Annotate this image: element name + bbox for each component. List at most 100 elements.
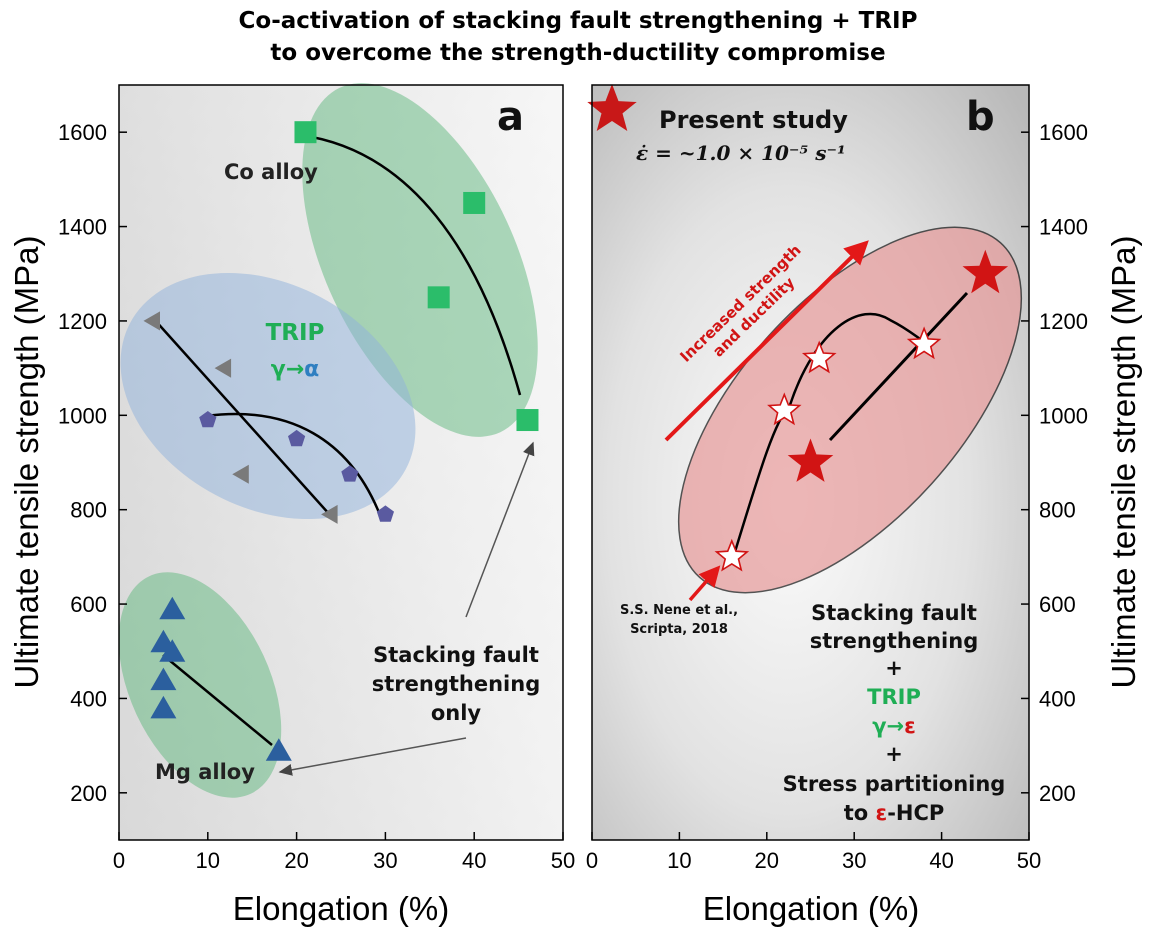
figure-title-line1: Co-activation of stacking fault strength… xyxy=(239,8,918,34)
x-tick-label: 0 xyxy=(586,848,598,873)
mech-line-hcp: to ε-HCP xyxy=(844,801,945,825)
citation-line1: S.S. Nene et al., xyxy=(620,603,738,618)
mech-line1: Stacking fault xyxy=(811,601,977,625)
mech-plus2: + xyxy=(885,742,903,766)
panel-a-letter: a xyxy=(497,94,524,140)
data-point-star-filled xyxy=(787,438,834,482)
data-point-pentagon xyxy=(341,465,359,482)
sf-only-line1: Stacking fault xyxy=(373,643,539,667)
x-tick-label: 50 xyxy=(551,848,575,873)
trip-transform-gamma: γ xyxy=(271,357,286,382)
y-tick-label: 1200 xyxy=(1039,309,1088,334)
data-point-triangle-up xyxy=(159,596,186,620)
x-tick-label: 30 xyxy=(842,848,866,873)
y-tick-label: 1200 xyxy=(58,309,107,334)
trip-label: TRIP xyxy=(266,320,325,346)
y-tick-label: 200 xyxy=(70,781,107,806)
present-study-trend-line xyxy=(828,291,969,442)
panel-b-frame xyxy=(591,84,1030,841)
mech-line2: strengthening xyxy=(810,629,978,653)
panel-b-letter: b xyxy=(966,94,995,140)
arrow-to-mg-alloy xyxy=(278,737,467,776)
y-tick-label: 800 xyxy=(1039,498,1076,523)
co-alloy-trend-line xyxy=(299,133,522,396)
x-tick-label: 50 xyxy=(1017,848,1041,873)
panel-a-frame xyxy=(118,84,564,841)
mech-transform: γ→ε xyxy=(872,714,916,738)
panel-b-ylabel: Ultimate tensile strength (MPa) xyxy=(1105,236,1142,689)
panel-a-markers xyxy=(143,121,539,761)
trip-transform-alpha: α xyxy=(304,357,319,382)
trip-transform-arrow: → xyxy=(286,357,304,382)
data-point-square xyxy=(294,121,317,144)
x-tick-label: 10 xyxy=(667,848,691,873)
y-tick-label: 800 xyxy=(70,498,107,523)
data-point-pentagon xyxy=(376,505,394,522)
y-tick-label: 600 xyxy=(1039,592,1076,617)
y-tick-label: 1600 xyxy=(58,120,107,145)
panel-b: Increased strength and ductility S.S. Ne… xyxy=(586,84,1142,927)
data-point-triangle-up xyxy=(265,738,292,761)
co-alloy-label: Co alloy xyxy=(224,160,318,184)
data-point-star-open xyxy=(767,392,802,426)
y-tick-label: 200 xyxy=(1039,781,1076,806)
mech-trip: TRIP xyxy=(867,685,921,709)
increase-arrow xyxy=(664,240,869,442)
triangle-trend-line xyxy=(152,317,331,516)
data-point-star-open xyxy=(801,340,837,374)
x-tick-label: 0 xyxy=(113,848,125,873)
x-tick-label: 10 xyxy=(196,848,220,873)
data-point-triangle-left xyxy=(214,358,232,378)
mech-hcp-epsilon: ε xyxy=(875,801,887,825)
panel-b-markers xyxy=(714,249,1009,572)
data-point-triangle-left xyxy=(321,504,338,524)
x-tick-label: 30 xyxy=(373,848,397,873)
y-tick-label: 400 xyxy=(70,686,107,711)
panel-a-ticks: 0 10 20 30 40 50 200 400 600 800 1000 1200 1400 1600 xyxy=(58,120,575,873)
x-tick-label: 40 xyxy=(929,848,953,873)
data-point-star-filled xyxy=(962,249,1009,294)
mg-alloy-label: Mg alloy xyxy=(155,760,255,784)
trip-zone xyxy=(120,272,416,520)
x-tick-label: 20 xyxy=(755,848,779,873)
data-point-square xyxy=(516,409,539,432)
figure-title-line2: to overcome the strength-ductility compr… xyxy=(270,40,885,66)
panel-b-xlabel: Elongation (%) xyxy=(703,890,919,927)
pentagon-trend-line xyxy=(205,412,382,516)
legend-star-icon xyxy=(587,84,637,131)
sf-only-line3: only xyxy=(431,701,482,725)
arrow-to-co-alloy xyxy=(465,441,535,618)
x-tick-label: 20 xyxy=(284,848,308,873)
data-point-pentagon xyxy=(199,411,217,428)
legend-present-study: Present study xyxy=(659,106,848,134)
y-tick-label: 1400 xyxy=(58,215,107,240)
data-point-triangle-up xyxy=(150,695,177,719)
mech-transform-arrow: → xyxy=(887,714,905,738)
y-tick-label: 1000 xyxy=(58,403,107,428)
mech-hcp-suffix: -HCP xyxy=(887,801,944,825)
data-point-star-open xyxy=(906,326,942,360)
data-point-triangle-left xyxy=(143,311,160,331)
mech-line-stress: Stress partitioning xyxy=(783,772,1006,796)
mech-hcp-to: to xyxy=(844,801,876,825)
x-tick-label: 40 xyxy=(462,848,486,873)
data-point-triangle-up xyxy=(150,667,177,691)
data-point-square xyxy=(463,191,486,214)
panel-a: Co alloy TRIP γ→α Stacking fault strengt… xyxy=(8,83,575,927)
y-tick-label: 400 xyxy=(1039,686,1076,711)
citation-arrow xyxy=(688,565,721,602)
panel-a-ylabel: Ultimate tensile strength (MPa) xyxy=(8,236,45,689)
data-point-triangle-left xyxy=(232,464,249,484)
data-point-square xyxy=(427,286,450,309)
y-tick-label: 600 xyxy=(70,592,107,617)
y-tick-label: 1600 xyxy=(1039,120,1088,145)
data-point-star-open xyxy=(714,538,750,572)
mg-alloy-trend-line xyxy=(162,654,273,746)
y-tick-label: 1400 xyxy=(1039,215,1088,240)
legend-strain-rate: ε̇ = ~1.0 × 10⁻⁵ s⁻¹ xyxy=(636,141,846,165)
panel-a-xlabel: Elongation (%) xyxy=(233,890,449,927)
panel-b-ticks: 0 10 20 30 40 50 200 400 600 800 1000 1200 1400 1600 xyxy=(586,120,1088,873)
y-tick-label: 1000 xyxy=(1039,403,1088,428)
data-point-pentagon xyxy=(288,429,306,447)
